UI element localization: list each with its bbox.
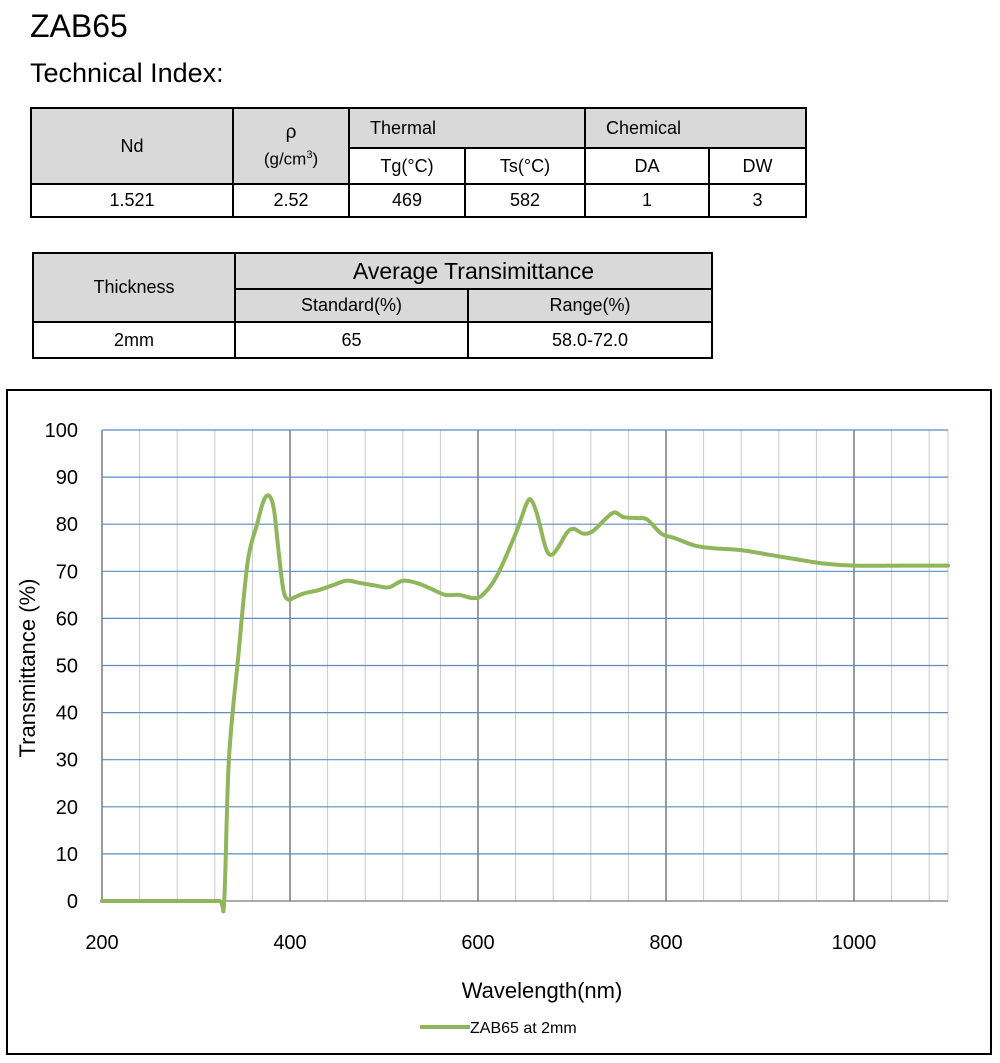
density-unit: (g/cm3): [263, 148, 319, 169]
range-header: Range(%): [467, 288, 713, 323]
thickness-value: 2mm: [32, 321, 236, 359]
chart-frame: [6, 389, 992, 1055]
density-header: ρ (g/cm3): [232, 107, 350, 185]
page-title: ZAB65: [30, 8, 128, 44]
thickness-header: Thickness: [32, 252, 236, 323]
transmittance-table: Thickness Average Transimittance Standar…: [32, 252, 713, 359]
standard-value: 65: [234, 321, 469, 359]
thermal-header: Thermal: [348, 107, 586, 149]
dw-value: 3: [708, 183, 807, 218]
tg-value: 469: [348, 183, 466, 218]
ts-header: Ts(°C): [464, 147, 586, 185]
da-header: DA: [584, 147, 710, 185]
nd-value: 1.521: [30, 183, 234, 218]
density-value: 2.52: [232, 183, 350, 218]
da-value: 1: [584, 183, 710, 218]
ts-value: 582: [464, 183, 586, 218]
page-subtitle: Technical Index:: [30, 58, 224, 88]
rho-symbol: ρ: [285, 121, 297, 143]
tg-header: Tg(°C): [348, 147, 466, 185]
chemical-header: Chemical: [584, 107, 807, 149]
range-value: 58.0-72.0: [467, 321, 713, 359]
nd-header: Nd: [30, 107, 234, 185]
dw-header: DW: [708, 147, 807, 185]
average-transmittance-header: Average Transimittance: [234, 252, 713, 290]
technical-index-table: Nd ρ (g/cm3) Thermal Chemical Tg(°C) Ts(…: [30, 107, 807, 218]
standard-header: Standard(%): [234, 288, 469, 323]
